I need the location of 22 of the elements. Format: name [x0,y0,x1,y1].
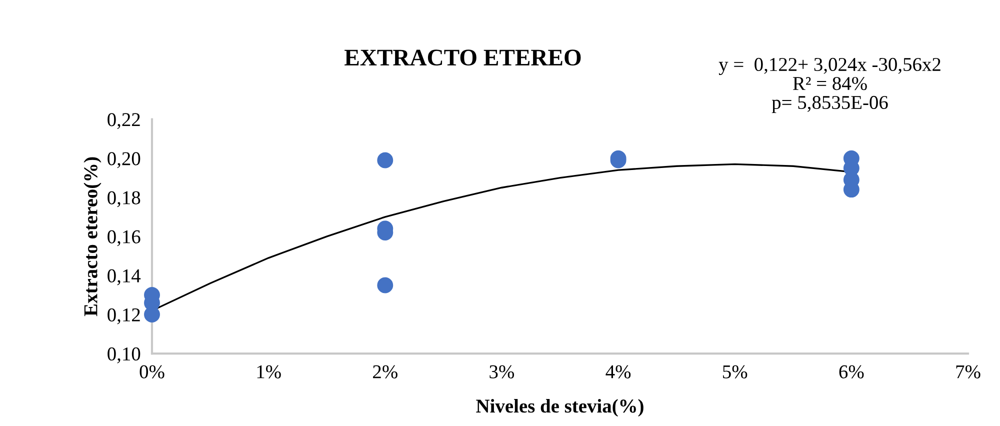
y-tick-label: 0,18 [108,191,140,208]
y-tick-label: 0,20 [108,152,140,168]
x-tick-label: 5% [723,365,748,378]
y-tick-label: 0,16 [108,230,140,246]
point [377,277,394,294]
y-tick-label: 0,22 [108,113,140,130]
x-axis-title: Niveles de stevia(%) [476,398,644,417]
point [144,306,160,323]
y-tick-label: 0,14 [108,269,141,286]
chart-title: EXTRACTO ETEREO [344,50,581,66]
x-tick-label: 4% [606,365,631,378]
x-tick-label: 3% [490,365,514,378]
y-axis-title: Extracto etereo(%) [84,157,102,316]
x-tick-label: 0% [140,365,164,378]
x-tick-label: 7% [956,365,980,378]
text: y = 0,122+ 3,024x -30,56x2 R² = 84% p= 5,8535E-06 [718,58,940,113]
x-tick-label: 2% [373,365,398,378]
x-tick-label: 1% [257,365,281,378]
x-tick-label: 6% [839,365,864,378]
y-tick-label: 0,12 [108,308,140,324]
point [377,152,394,168]
y-tick-label: 0,10 [108,347,140,364]
